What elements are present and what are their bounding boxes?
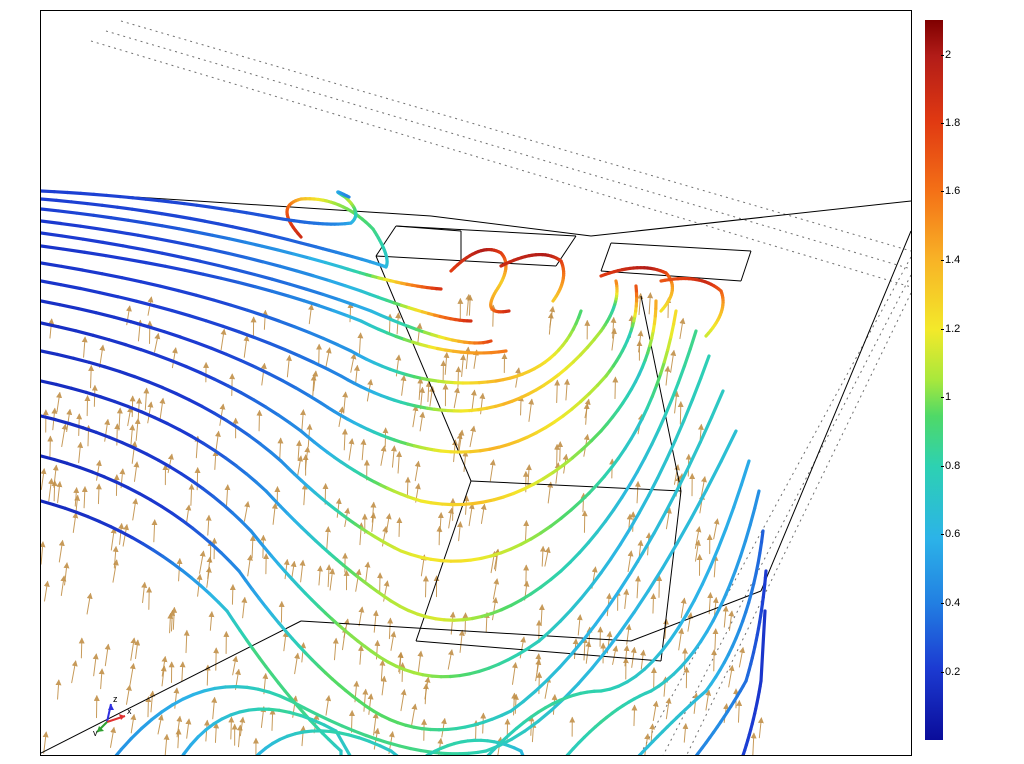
streamline — [41, 221, 471, 321]
colorbar-tick: 1.6 — [945, 185, 960, 197]
axis-triad: x y z — [93, 694, 133, 734]
streamline — [621, 531, 763, 755]
colorbar-tick: 1.4 — [945, 254, 960, 266]
domain-bounds — [91, 21, 911, 755]
colorbar-tick: 0.2 — [945, 666, 960, 678]
colorbar-tick: 2 — [945, 49, 951, 61]
streamline — [41, 263, 581, 383]
streamline — [41, 301, 656, 505]
streamline — [736, 611, 765, 755]
svg-text:x: x — [127, 706, 132, 716]
colorbar-tick: 1.8 — [945, 117, 960, 129]
colorbar-tick: 0.8 — [945, 460, 960, 472]
streamlines — [41, 191, 766, 755]
plot-area: x y z — [40, 10, 912, 756]
streamline — [501, 255, 564, 301]
colorbar-tick: 1.2 — [945, 323, 960, 335]
streamline — [41, 391, 723, 730]
svg-text:y: y — [93, 728, 98, 736]
colorbar-tick: 1 — [945, 391, 951, 403]
colorbar: 2 1.8 1.6 1.4 1.2 1 0.8 0.6 0.4 0.2 — [925, 20, 1015, 750]
simulation-canvas — [41, 11, 911, 755]
streamline — [101, 431, 736, 755]
vector-field — [41, 293, 761, 755]
colorbar-tick: 0.6 — [945, 528, 960, 540]
streamline — [41, 501, 341, 755]
colorbar-tick: 0.4 — [945, 597, 960, 609]
svg-text:z: z — [113, 694, 118, 704]
streamline — [451, 250, 509, 312]
streamline — [661, 279, 723, 336]
